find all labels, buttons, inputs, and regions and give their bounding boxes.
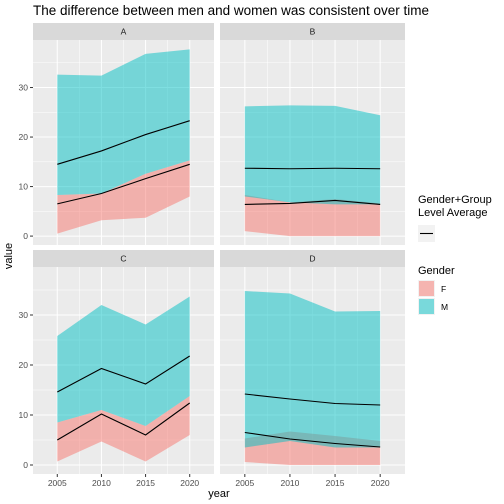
panel-a: A 0 10 20 30 <box>19 23 214 245</box>
x-tick-label: 2005 <box>235 478 254 488</box>
average-line-m-d <box>244 393 381 406</box>
y-axis-title: value <box>3 243 15 269</box>
x-tick-label: 2020 <box>371 478 390 488</box>
chart-title: The difference between men and women was… <box>33 3 429 18</box>
x-tick-label: 2015 <box>136 478 155 488</box>
legend-swatch-m <box>419 299 434 314</box>
y-tick-label: 10 <box>19 410 29 420</box>
legend-label-m: M <box>441 302 448 312</box>
legend-label-f: F <box>441 284 446 294</box>
y-tick-label: 20 <box>19 360 29 370</box>
average-line-f-a <box>57 163 190 205</box>
panel-b: B <box>220 23 405 245</box>
strip-a <box>33 23 214 40</box>
average-line-f-c <box>57 402 191 441</box>
strip-label-c: C <box>120 254 126 264</box>
legend-swatch-f <box>419 281 434 296</box>
strip-label-d: D <box>309 254 315 264</box>
y-tick-label: 30 <box>19 83 29 93</box>
x-axis-title: year <box>208 488 230 500</box>
panels-group: A 0 10 20 30 B C 0 10 20 30 2005 2010 2015 2020 D 2005 20… <box>19 23 405 488</box>
ribbon-m-d <box>244 291 381 448</box>
ribbon-m-a <box>57 49 190 195</box>
panel-c: C 0 10 20 30 2005 2010 2015 2020 <box>19 250 214 488</box>
x-tick-label: 2015 <box>326 478 345 488</box>
average-line-m-a <box>57 120 190 165</box>
strip-label-b: B <box>310 27 316 37</box>
x-tick-label: 2005 <box>48 478 67 488</box>
legend-title-average: Gender+Group Level Average <box>418 194 492 219</box>
x-tick-label: 2020 <box>180 478 199 488</box>
x-tick-label: 2010 <box>92 478 111 488</box>
average-line-m-c <box>57 355 191 393</box>
ribbon-m-b <box>244 105 381 205</box>
y-tick-label: 30 <box>19 310 29 320</box>
x-tick-label: 2010 <box>280 478 299 488</box>
y-tick-label: 0 <box>23 231 28 241</box>
ribbon-f-b <box>244 194 381 237</box>
average-line-f-b <box>244 199 381 205</box>
average-line-f-d <box>244 431 381 448</box>
legend-title-gender: Gender <box>418 265 455 277</box>
y-tick-label: 10 <box>19 182 29 192</box>
y-tick-label: 20 <box>19 132 29 142</box>
legend: Gender+Group Level Average Gender FM <box>418 194 492 315</box>
strip-b <box>220 23 405 40</box>
ribbon-f-a <box>57 160 190 234</box>
y-tick-label: 0 <box>23 460 28 470</box>
strip-label-a: A <box>121 27 127 37</box>
ribbon-f-c <box>57 396 190 462</box>
ribbon-m-c <box>57 296 190 426</box>
strip-d <box>220 250 405 267</box>
panel-d: D 2005 2010 2015 2020 <box>220 250 405 488</box>
strip-c <box>33 250 214 267</box>
